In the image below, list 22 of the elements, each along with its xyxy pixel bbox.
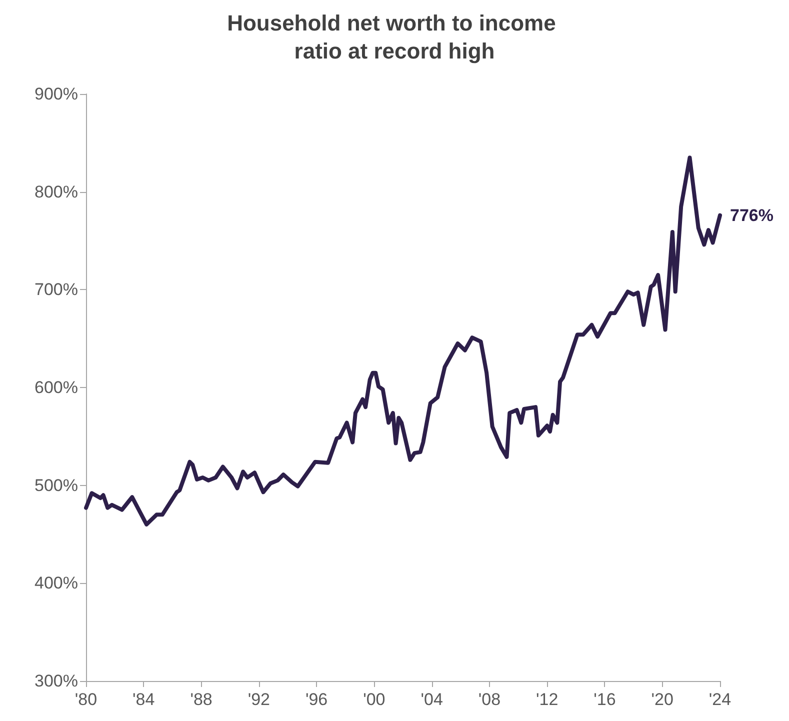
y-tick-label: 900% [34,84,78,104]
chart-title: Household net worth to income ratio at record high [227,10,562,64]
x-tick-label: '96 [305,690,328,709]
annotation: 776% [730,206,774,225]
y-tick-label: 600% [34,378,78,397]
y-tick-label: 700% [34,280,78,300]
x-tick-label: '16 [594,690,616,709]
x-tick-label: '00 [363,690,386,709]
x-tick-label: '04 [420,690,443,709]
x-tick-label: '24 [708,690,732,709]
y-tick-label: 500% [34,476,78,495]
x-tick-label: '08 [478,690,501,709]
line-series [84,156,722,526]
y-tick-label: 400% [34,574,78,593]
x-tick-label: '84 [132,690,155,709]
y-tick-label: 800% [34,182,78,202]
x-tick-label: '92 [248,690,270,709]
x-tick-label: '80 [74,690,98,709]
x-tick-label: '20 [651,690,674,709]
x-tick-label: '88 [190,690,212,709]
x-tick-label: '12 [536,690,558,709]
y-tick-label: 300% [34,672,78,690]
